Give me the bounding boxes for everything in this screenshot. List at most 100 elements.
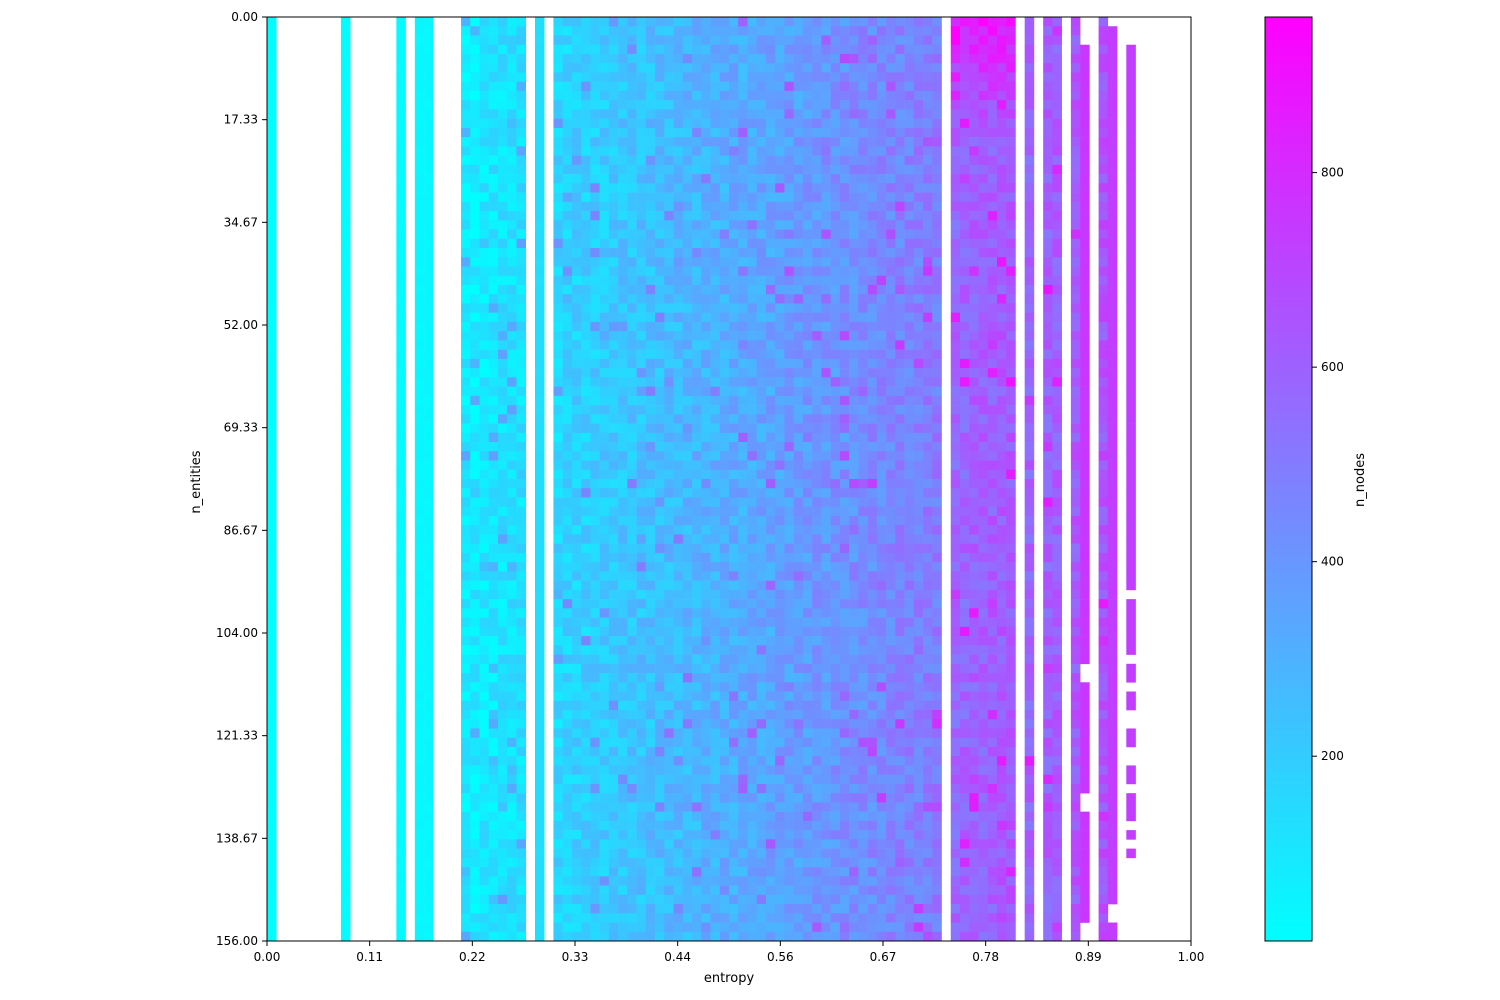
heatmap-cell — [701, 793, 711, 803]
heatmap-cell — [839, 211, 850, 221]
heatmap-cell — [812, 368, 822, 378]
heatmap-cell — [793, 127, 804, 138]
heatmap-cell — [710, 848, 721, 859]
heatmap-cell — [867, 72, 878, 82]
heatmap-cell — [498, 645, 508, 655]
heatmap-cell — [267, 497, 277, 508]
heatmap-cell — [553, 636, 563, 646]
heatmap-cell — [747, 44, 758, 55]
heatmap-cell — [775, 331, 785, 341]
heatmap-cell — [498, 691, 508, 702]
heatmap-cell — [765, 368, 776, 378]
heatmap-cell — [618, 63, 628, 73]
heatmap-cell — [784, 63, 794, 73]
heatmap-cell — [821, 820, 831, 831]
heatmap-cell — [812, 432, 822, 443]
heatmap-cell — [719, 645, 730, 655]
heatmap-cell — [812, 192, 822, 203]
heatmap-cell — [608, 737, 619, 748]
heatmap-cell — [581, 321, 591, 332]
heatmap-cell — [867, 386, 878, 397]
heatmap-cell — [876, 867, 887, 877]
heatmap-cell — [461, 534, 471, 544]
heatmap-cell — [867, 127, 878, 138]
heatmap-cell — [747, 284, 758, 295]
heatmap-cell — [886, 405, 896, 415]
heatmap-cell — [729, 534, 739, 544]
heatmap-cell — [645, 423, 656, 434]
heatmap-cell — [876, 118, 887, 129]
heatmap-cell — [655, 460, 665, 471]
heatmap-cell — [562, 358, 573, 369]
heatmap-cell — [655, 682, 665, 692]
heatmap-cell — [645, 543, 656, 554]
heatmap-cell — [340, 137, 351, 147]
heatmap-cell — [830, 44, 841, 55]
heatmap-cell — [534, 109, 545, 119]
heatmap-cell — [608, 118, 619, 129]
heatmap-cell — [581, 127, 591, 138]
heatmap-cell — [581, 534, 591, 544]
heatmap-cell — [581, 137, 591, 147]
heatmap-cell — [664, 118, 674, 129]
heatmap-cell — [849, 710, 859, 720]
heatmap-cell — [793, 876, 804, 886]
heatmap-cell — [267, 294, 277, 304]
heatmap-cell — [645, 802, 656, 812]
heatmap-cell — [701, 312, 711, 323]
heatmap-cell — [886, 275, 896, 286]
heatmap-cell — [507, 756, 517, 766]
heatmap-cell — [682, 543, 693, 554]
heatmap-cell — [812, 599, 822, 609]
heatmap-cell — [599, 220, 610, 230]
heatmap-cell — [729, 599, 739, 609]
heatmap-cell — [701, 719, 711, 729]
heatmap-cell — [267, 229, 277, 240]
heatmap-cell — [673, 543, 684, 554]
heatmap-cell — [655, 636, 665, 646]
heatmap-cell — [692, 867, 702, 877]
heatmap-cell — [775, 608, 785, 618]
heatmap-cell — [849, 90, 859, 101]
heatmap-cell — [414, 783, 425, 794]
heatmap-cell — [608, 802, 619, 812]
heatmap-cell — [839, 349, 850, 360]
heatmap-cell — [461, 395, 471, 406]
heatmap-cell — [553, 303, 563, 313]
heatmap-cell — [498, 904, 508, 914]
heatmap-cell — [710, 201, 721, 212]
heatmap-cell — [488, 321, 499, 332]
heatmap-cell — [784, 72, 794, 82]
heatmap-cell — [682, 867, 693, 877]
heatmap-cell — [562, 238, 573, 249]
heatmap-cell — [571, 525, 582, 535]
heatmap-cell — [812, 90, 822, 101]
heatmap-cell — [267, 248, 277, 258]
heatmap-cell — [645, 599, 656, 609]
heatmap-cell — [507, 414, 517, 424]
heatmap-cell — [812, 358, 822, 369]
heatmap-cell — [655, 830, 665, 840]
heatmap-cell — [627, 562, 637, 572]
heatmap-cell — [738, 164, 748, 175]
heatmap-cell — [802, 922, 813, 933]
heatmap-cell — [479, 432, 490, 443]
heatmap-cell — [636, 358, 647, 369]
heatmap-cell — [858, 663, 868, 674]
heatmap-cell — [507, 146, 517, 156]
heatmap-cell — [673, 275, 684, 286]
heatmap-cell — [756, 405, 767, 415]
heatmap-cell — [682, 220, 693, 230]
heatmap-cell — [849, 266, 859, 277]
heatmap-cell — [775, 793, 785, 803]
heatmap-cell — [858, 229, 868, 240]
heatmap-cell — [692, 552, 702, 563]
heatmap-cell — [784, 663, 794, 674]
heatmap-cell — [599, 118, 610, 129]
heatmap-cell — [886, 848, 896, 859]
heatmap-cell — [738, 303, 748, 313]
heatmap-cell — [488, 81, 499, 92]
heatmap-cell — [414, 811, 425, 822]
heatmap-cell — [710, 811, 721, 822]
